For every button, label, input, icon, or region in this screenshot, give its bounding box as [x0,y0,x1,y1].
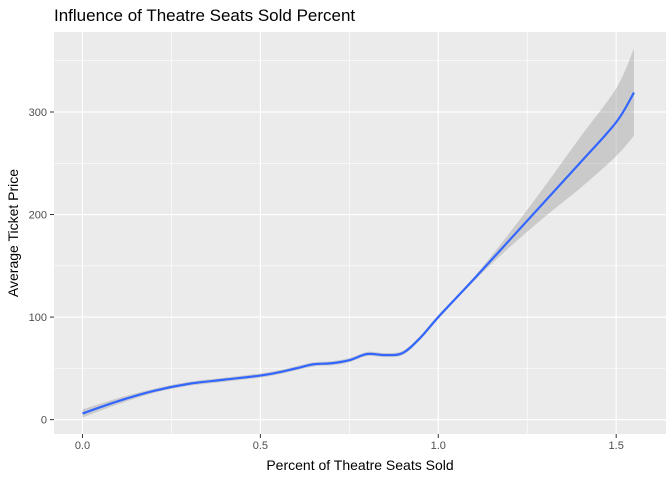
y-tick-label: 300 [29,107,47,119]
minor-grid [54,32,666,434]
y-axis: 0 100 200 300 [29,107,54,427]
x-tick-label: 0.0 [75,440,90,452]
y-axis-label: Average Ticket Price [5,169,21,297]
y-tick-label: 100 [29,312,47,324]
plot-panel [54,32,666,434]
x-tick-label: 0.5 [253,440,268,452]
y-tick-label: 200 [29,210,47,222]
x-axis-label: Percent of Theatre Seats Sold [266,457,453,473]
x-tick-label: 1.0 [431,440,446,452]
series-line [82,91,635,415]
major-grid [54,32,666,434]
chart-title: Influence of Theatre Seats Sold Percent [54,6,355,25]
confidence-band [82,48,634,418]
y-tick-label: 0 [41,415,47,427]
x-axis: 0.0 0.5 1.0 1.5 [75,434,624,452]
x-tick-label: 1.5 [609,440,624,452]
